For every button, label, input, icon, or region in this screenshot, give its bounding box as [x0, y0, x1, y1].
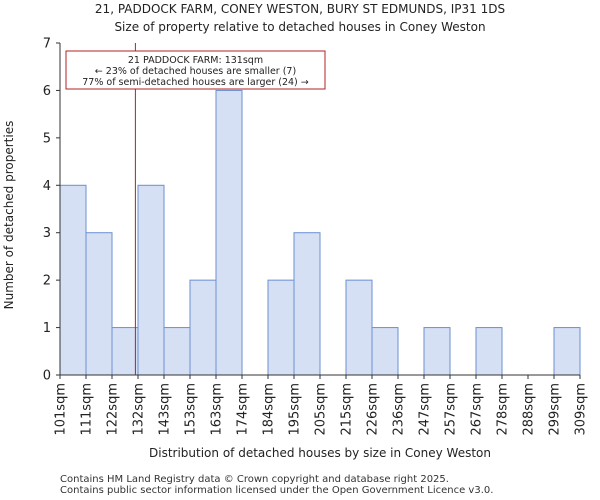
bar — [189, 279, 217, 376]
bar — [111, 327, 139, 376]
x-tick-label: 122sqm — [106, 383, 121, 436]
bar — [267, 279, 295, 376]
y-tick-label: 6 — [43, 84, 51, 99]
x-tick-label: 184sqm — [262, 383, 277, 436]
annotation-box — [65, 50, 326, 90]
x-tick-label: 288sqm — [522, 383, 537, 436]
marker-group: 21 PADDOCK FARM: 131sqm ← 23% of detached… — [65, 43, 326, 375]
x-tick-label: 236sqm — [392, 383, 407, 436]
x-tick-label: 247sqm — [418, 383, 433, 436]
x-tick-label: 174sqm — [236, 383, 251, 436]
x-tick-label: 309sqm — [574, 383, 589, 436]
ticks-group: 0 1 2 3 4 5 6 7 101sqm 111sqm 122sqm 132sqm 143sqm 15… — [43, 37, 589, 436]
bar — [371, 327, 399, 376]
footer-copyright: Contains HM Land Registry data © Crown c… — [60, 474, 449, 485]
bar — [475, 327, 503, 376]
bar — [59, 184, 87, 376]
x-tick-label: 163sqm — [210, 383, 225, 436]
x-tick-label: 215sqm — [340, 383, 355, 436]
y-tick-label: 0 — [43, 369, 51, 384]
x-tick-label: 195sqm — [288, 383, 303, 436]
chart-subtitle: Size of property relative to detached ho… — [114, 20, 486, 34]
bar — [345, 279, 373, 376]
chart-title: 21, PADDOCK FARM, CONEY WESTON, BURY ST … — [94, 2, 506, 16]
x-tick-label: 153sqm — [184, 383, 199, 436]
y-tick-label: 3 — [43, 226, 51, 241]
x-tick-label: 267sqm — [470, 383, 485, 436]
annotation-line: 21 PADDOCK FARM: 131sqm — [128, 55, 263, 66]
annotation-text: 21 PADDOCK FARM: 131sqm ← 23% of detached… — [82, 55, 309, 88]
x-tick-label: 132sqm — [132, 383, 147, 436]
x-tick-label: 278sqm — [496, 383, 511, 436]
bar — [85, 232, 113, 376]
x-axis-label: Distribution of detached houses by size … — [149, 446, 491, 460]
annotation-line: 77% of semi-detached houses are larger (… — [82, 77, 309, 88]
y-tick-label: 4 — [43, 179, 51, 194]
x-tick-label: 257sqm — [444, 383, 459, 436]
bar — [137, 184, 165, 376]
bar — [215, 89, 243, 376]
x-tick-label: 299sqm — [548, 383, 563, 436]
x-tick-label: 101sqm — [54, 383, 69, 436]
y-axis-label: Number of detached properties — [2, 121, 16, 310]
annotation-line: ← 23% of detached houses are smaller (7) — [95, 66, 296, 77]
bar — [553, 327, 581, 376]
bar — [163, 327, 191, 376]
x-tick-label: 111sqm — [80, 383, 95, 436]
y-tick-label: 1 — [43, 321, 51, 336]
y-tick-label: 7 — [43, 37, 51, 52]
bar — [423, 327, 451, 376]
x-tick-label: 205sqm — [314, 383, 329, 436]
y-tick-label: 2 — [43, 274, 51, 289]
y-tick-label: 5 — [43, 131, 51, 146]
bars-group — [59, 89, 581, 376]
footer-licence: Contains public sector information licen… — [60, 485, 494, 496]
x-tick-label: 143sqm — [158, 383, 173, 436]
bar — [293, 232, 321, 376]
x-tick-label: 226sqm — [366, 383, 381, 436]
